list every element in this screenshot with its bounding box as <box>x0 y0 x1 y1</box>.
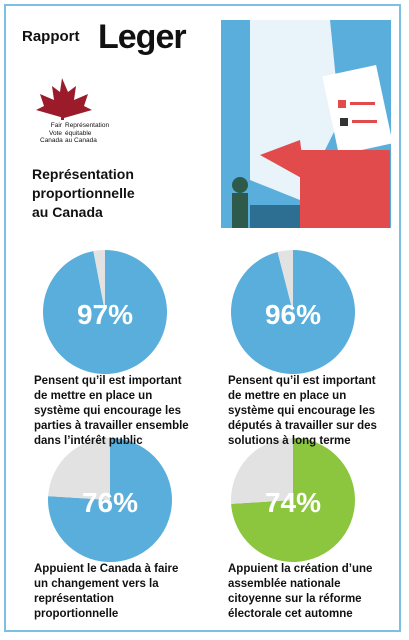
org-line: équitable <box>65 129 92 137</box>
org-line: au Canada <box>65 137 97 144</box>
org-line: Représentation <box>65 122 110 129</box>
title-line: proportionnelle <box>32 185 135 201</box>
report-label: Rapport <box>22 28 80 45</box>
title-line: au Canada <box>32 204 103 220</box>
value-label: 96% <box>265 299 321 330</box>
pie-slice <box>231 438 293 504</box>
caption: Appuient le Canada à faire un changement… <box>34 563 179 620</box>
org-line: Vote <box>48 129 62 137</box>
value-label: 76% <box>82 487 138 518</box>
title: Représentation proportionnelle au Canada <box>32 165 135 222</box>
maple-leaf <box>36 78 92 120</box>
logo: Leger <box>98 18 187 56</box>
title-line: Représentation <box>32 166 134 182</box>
pie-slice <box>48 438 110 500</box>
pie-slice <box>93 250 105 312</box>
pie-slice <box>277 250 293 312</box>
value-label: 74% <box>265 487 321 518</box>
illustration <box>221 20 393 228</box>
caption: Appuient la création d’une assemblée nat… <box>228 563 373 620</box>
org-en: Fair Vote Canada <box>40 122 63 145</box>
caption: Pensent qu’il est important de mettre en… <box>228 375 377 447</box>
org-fr: Représentation équitable au Canada <box>65 122 109 145</box>
org-line: Canada <box>40 137 63 144</box>
pie-slice <box>231 438 355 562</box>
frame <box>4 4 401 632</box>
caption: Pensent qu’il est important de mettre en… <box>34 375 189 447</box>
pie-slice <box>42 250 167 374</box>
org-line: Fair <box>50 122 62 129</box>
value-label: 97% <box>77 299 133 330</box>
